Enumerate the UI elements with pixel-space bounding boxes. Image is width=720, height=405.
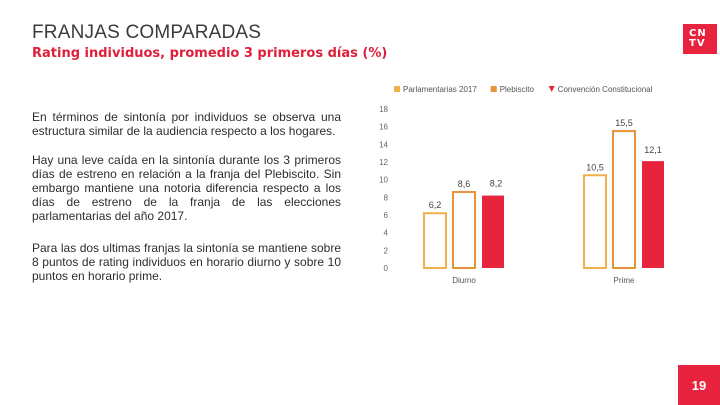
bar-prime-0 (583, 174, 607, 269)
legend-swatch-2 (548, 86, 555, 92)
bar-diurno-2 (482, 195, 504, 268)
data-label-prime-0: 10,5 (586, 162, 604, 172)
bar-prime-1 (612, 130, 636, 270)
y-tick-label: 4 (384, 229, 389, 238)
paragraph-trend: Hay una leve caída en la sintonía durant… (32, 153, 341, 223)
y-tick-label: 10 (379, 176, 388, 185)
legend-swatch-0 (394, 86, 400, 92)
bar-diurno-1 (452, 191, 476, 269)
legend-label-2: Convención Constitucional (558, 85, 653, 94)
x-tick-label-prime: Prime (614, 276, 635, 285)
cntv-logo: CN TV (683, 24, 717, 54)
page-number: 19 (678, 365, 720, 405)
logo-line-1: CN (689, 28, 707, 39)
bar-chart: Parlamentarias 2017 Plebiscito Convención … (379, 85, 664, 285)
data-label-diurno-0: 6,2 (429, 200, 442, 210)
y-tick-label: 6 (384, 211, 389, 220)
y-tick-label: 16 (379, 123, 388, 132)
chart-subtitle: Rating individuos, promedio 3 primeros d… (32, 46, 388, 61)
data-label-prime-2: 12,1 (644, 145, 662, 155)
legend-label-0: Parlamentarias 2017 (403, 85, 477, 94)
y-tick-label: 18 (379, 105, 388, 114)
page-title: FRANJAS COMPARADAS (32, 22, 262, 43)
bar-diurno-0 (423, 212, 447, 270)
data-label-prime-1: 15,5 (615, 118, 633, 128)
bar-prime-2 (642, 161, 664, 268)
logo-line-2: TV (689, 38, 706, 49)
x-tick-label-diurno: Diurno (452, 276, 476, 285)
paragraph-last-bands: Para las dos ultimas franjas la sintonía… (32, 241, 341, 283)
y-tick-label: 12 (379, 158, 388, 167)
data-label-diurno-2: 8,2 (490, 179, 503, 189)
y-tick-label: 2 (384, 246, 389, 255)
data-label-diurno-1: 8,6 (458, 179, 471, 189)
y-tick-label: 8 (384, 193, 389, 202)
legend-label-1: Plebiscito (500, 85, 535, 94)
paragraph-households: En términos de sintonía por individuos s… (32, 110, 341, 138)
y-tick-label: 0 (384, 264, 389, 273)
legend-swatch-1 (490, 86, 497, 92)
y-tick-label: 14 (379, 140, 388, 149)
